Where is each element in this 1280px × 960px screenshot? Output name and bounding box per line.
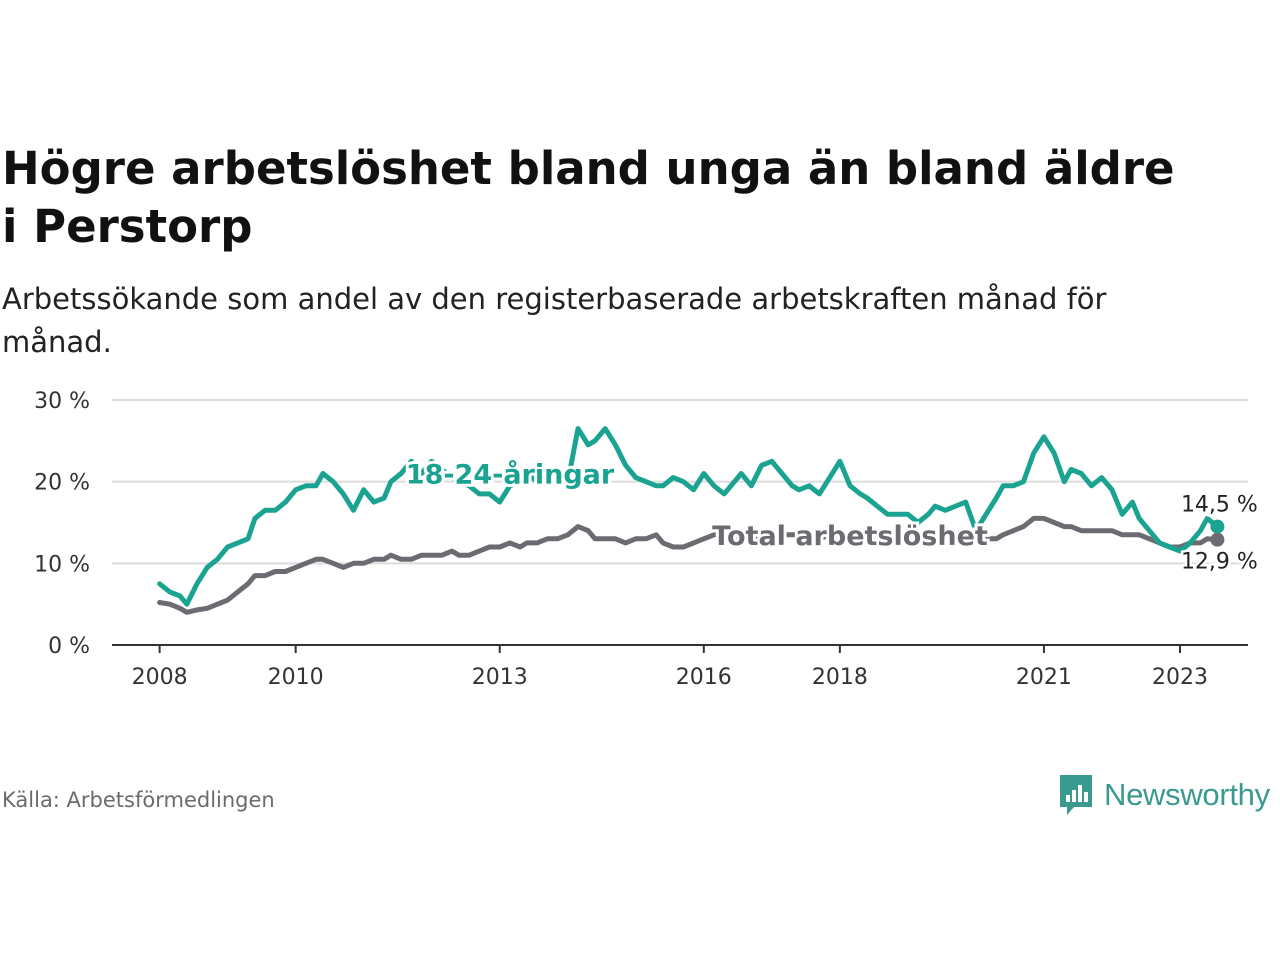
y-tick-label: 10 %: [34, 552, 90, 577]
source-note: Källa: Arbetsförmedlingen: [2, 788, 275, 812]
brand-name: Newsworthy: [1104, 777, 1270, 812]
end-value-label-total: 12,9 %: [1181, 550, 1258, 575]
series-label-youth: 18-24-åringar: [406, 459, 615, 491]
grid-layer: 0 % 10 % 20 % 30 %: [34, 389, 1248, 659]
x-tick-label: 2013: [472, 665, 528, 690]
newsworthy-logo-icon: [1060, 775, 1092, 815]
chart-title: Högre arbetslöshet bland unga än bland ä…: [2, 142, 1175, 253]
chart-subtitle: Arbetssökande som andel av den registerb…: [2, 282, 1107, 359]
x-tick-label: 2016: [676, 665, 732, 690]
x-tick-label: 2018: [812, 665, 868, 690]
end-value-label-youth: 14,5 %: [1181, 493, 1258, 518]
label-layer: 18-24-åringar Total arbetslöshet 14,5 % 12,…: [403, 456, 1261, 578]
series-end-marker-total: [1210, 532, 1225, 547]
brand-logo[interactable]: Newsworthy: [1058, 771, 1270, 819]
series-label-total: Total arbetslöshet: [712, 521, 988, 552]
x-axis: 2008 2010 2013 2016 2018 2021 2023: [112, 644, 1248, 690]
series-line-total: [157, 515, 1220, 615]
line-chart: 0 % 10 % 20 % 30 % 2008 2010 2013 2016 2018 2021…: [34, 389, 1261, 690]
y-tick-label: 30 %: [34, 389, 90, 414]
series-end-marker-youth: [1210, 519, 1225, 534]
x-tick-label: 2008: [132, 665, 188, 690]
series-line-youth: [157, 426, 1220, 607]
x-tick-label: 2010: [268, 665, 324, 690]
x-tick-label: 2021: [1016, 665, 1072, 690]
series-layer: [157, 426, 1225, 615]
x-tick-label: 2023: [1152, 665, 1208, 690]
y-tick-label: 0 %: [48, 634, 90, 659]
y-tick-label: 20 %: [34, 471, 90, 496]
